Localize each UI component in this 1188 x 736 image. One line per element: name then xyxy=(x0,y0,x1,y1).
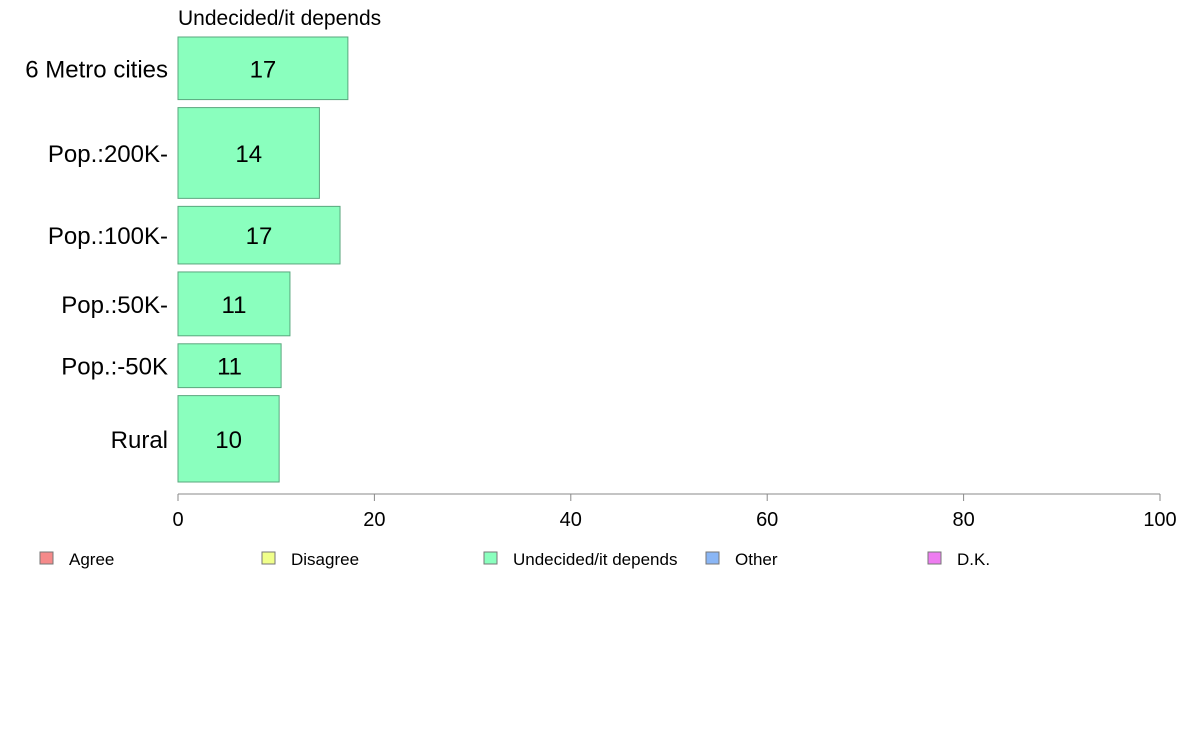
bar-value-label: 14 xyxy=(235,141,262,168)
bar-value-label: 10 xyxy=(215,427,242,454)
bar xyxy=(177,36,349,101)
category-label: Pop.:-50K xyxy=(61,354,168,381)
bar-value-label: 17 xyxy=(246,223,273,250)
legend-label: D.K. xyxy=(957,550,990,569)
bar-value-label: 11 xyxy=(217,354,242,381)
legend-label: Other xyxy=(735,550,778,569)
legend-swatch xyxy=(261,551,276,565)
x-axis: 0 20 40 60 80 100 xyxy=(172,493,1177,531)
x-tick-label: 20 xyxy=(363,509,385,531)
legend-label: Undecided/it depends xyxy=(513,550,677,569)
x-tick-label: 0 xyxy=(172,509,183,531)
category-label: Pop.:100K- xyxy=(48,223,168,250)
legend: Agree Disagree Undecided/it depends Other D.… xyxy=(39,550,990,569)
bar-group: 17 6 Metro cities 14 Pop.:200K- 17 Pop.:100K-… xyxy=(25,36,349,483)
chart-title: Undecided/it depends xyxy=(178,7,381,30)
bar-value-label: 11 xyxy=(222,292,247,319)
category-label: 6 Metro cities xyxy=(25,56,168,83)
category-label: Pop.:50K- xyxy=(61,292,168,319)
x-tick-label: 40 xyxy=(560,509,582,531)
bar xyxy=(177,343,282,389)
bar xyxy=(177,271,291,337)
bar xyxy=(177,107,320,199)
category-label: Rural xyxy=(111,427,168,454)
legend-swatch xyxy=(927,551,942,565)
legend-swatch xyxy=(39,551,54,565)
bar-value-label: 17 xyxy=(250,56,277,83)
legend-label: Agree xyxy=(69,550,114,569)
bar xyxy=(177,395,280,483)
category-label: Pop.:200K- xyxy=(48,141,168,168)
legend-swatch xyxy=(705,551,720,565)
legend-label: Disagree xyxy=(291,550,359,569)
x-tick-label: 60 xyxy=(756,509,778,531)
x-tick-label: 100 xyxy=(1143,509,1176,531)
legend-swatch xyxy=(483,551,498,565)
x-tick-label: 80 xyxy=(952,509,974,531)
bar xyxy=(177,205,341,265)
